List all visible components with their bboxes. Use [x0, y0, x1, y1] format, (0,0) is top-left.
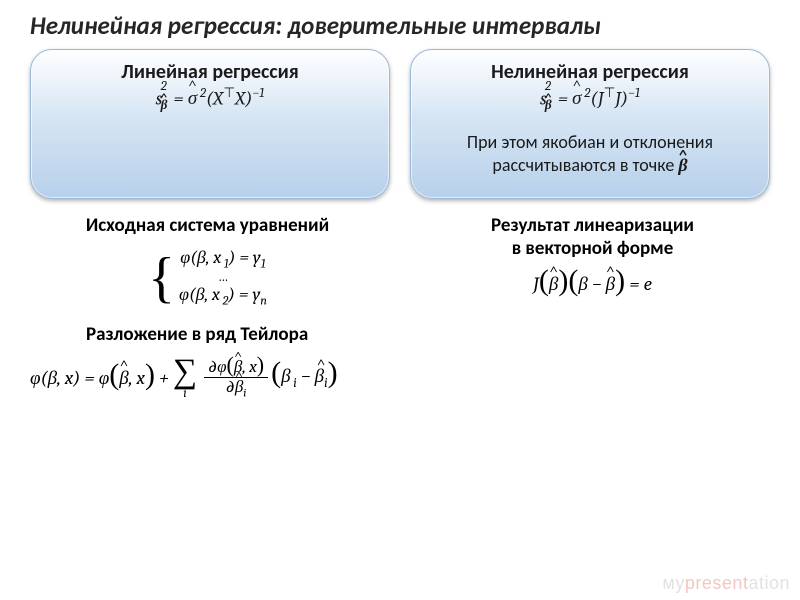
- linearization-title: Результат линеаризациив векторной форме: [415, 215, 770, 261]
- box-nonlinear-formula: sβ2 = σ 2(J⊤J)−1: [425, 86, 755, 113]
- box-nonlinear-note: При этом якобиан и отклонения рассчитыва…: [425, 131, 755, 177]
- watermark-red: present: [685, 573, 749, 593]
- box-linear-formula: sβ2 = σ 2(X⊤X)−1: [45, 86, 375, 113]
- box-nonlinear-title: Нелинейная регрессия: [425, 60, 755, 84]
- col-linearization: Результат линеаризациив векторной форме …: [415, 215, 770, 310]
- taylor-title: Разложение в ряд Тейлора: [30, 324, 770, 347]
- box-linear-title: Линейная регрессия: [45, 60, 375, 84]
- left-brace-icon: {: [148, 250, 175, 306]
- box-nonlinear: Нелинейная регрессия sβ2 = σ 2(J⊤J)−1 Пр…: [410, 49, 770, 199]
- system-title: Исходная система уравнений: [30, 215, 385, 238]
- system-eq1: φ(β, x 1) = y1: [179, 246, 267, 273]
- linearization-formula: J(β)(β − β) = e: [415, 271, 770, 297]
- taylor-section: Разложение в ряд Тейлора φ(β, x) = φ(β, …: [0, 310, 800, 400]
- watermark: муpresentation: [662, 573, 790, 594]
- slide-title: Нелинейная регрессия: доверительные инте…: [0, 0, 800, 41]
- watermark-post: ation: [748, 573, 790, 593]
- sigma-icon: ∑ i: [173, 355, 197, 400]
- box-linear: Линейная регрессия sβ2 = σ 2(X⊤X)−1: [30, 49, 390, 199]
- taylor-formula: φ(β, x) = φ(β, x) + ∑ i ∂φ(β, x) ∂βi (β …: [30, 355, 770, 401]
- watermark-pre: му: [662, 573, 685, 593]
- taylor-fraction: ∂φ(β, x) ∂βi: [204, 355, 268, 401]
- col-system: Исходная система уравнений { φ(β, x 1) =…: [30, 215, 385, 310]
- taylor-lhs: φ(β, x) = φ(β, x) +: [30, 365, 169, 390]
- system-dots: …: [179, 273, 267, 283]
- lower-row: Исходная система уравнений { φ(β, x 1) =…: [0, 199, 800, 310]
- taylor-tail: (β i − βi): [271, 363, 338, 391]
- system-eq2: φ(β, x 2) = yn: [179, 283, 267, 310]
- system-equations: { φ(β, x 1) = y1 … φ(β, x 2) = yn: [30, 246, 385, 310]
- boxes-row: Линейная регрессия sβ2 = σ 2(X⊤X)−1 Нели…: [0, 41, 800, 199]
